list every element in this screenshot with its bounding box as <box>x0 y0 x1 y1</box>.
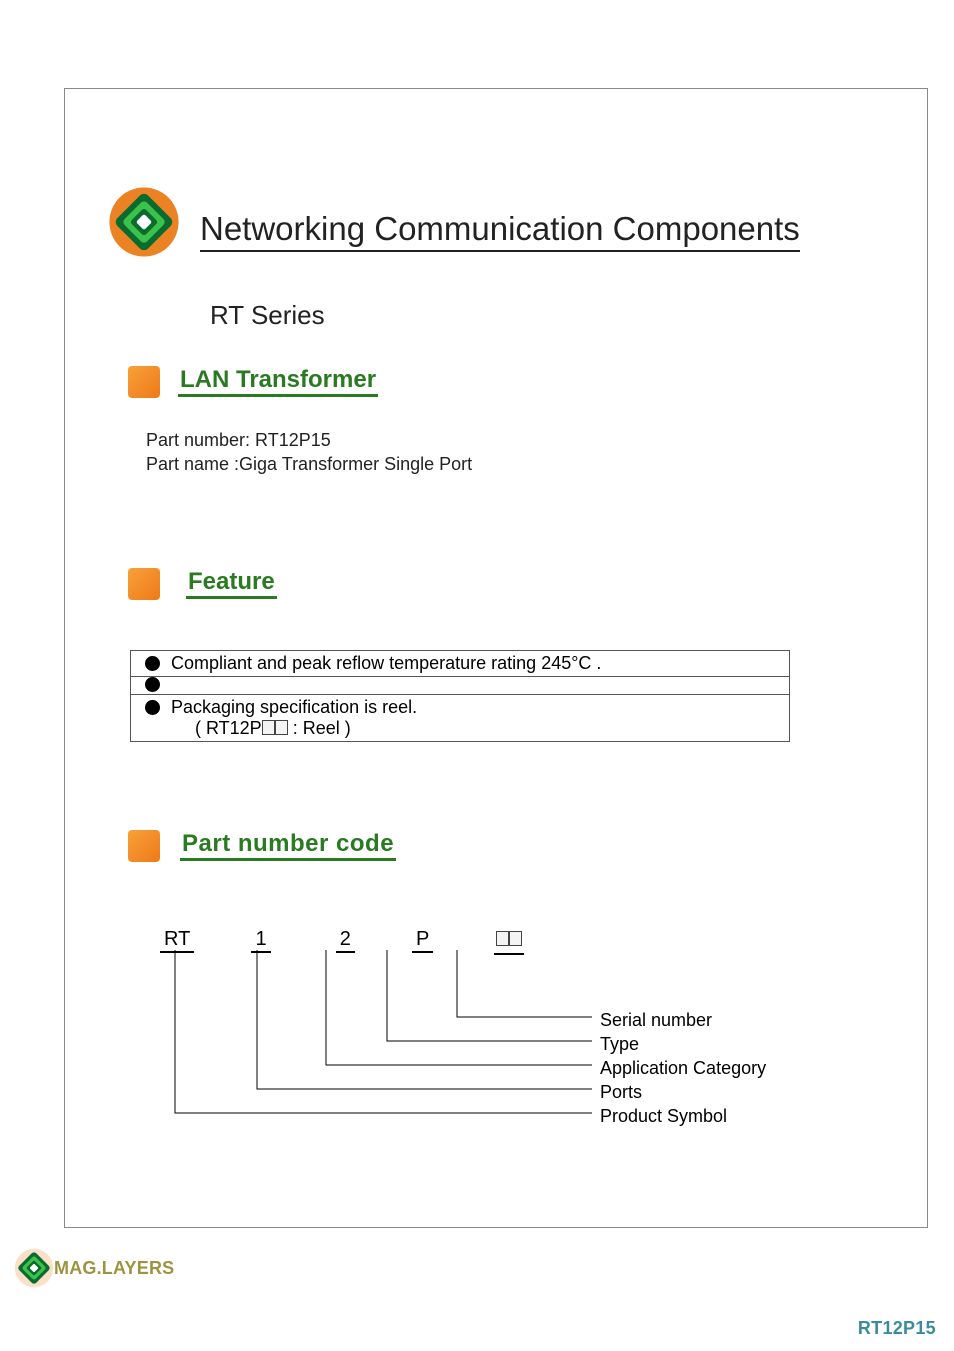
pn-seg-ports: 1 <box>251 928 270 953</box>
feature-text: Packaging specification is reel. <box>171 697 417 717</box>
pn-seg-product: RT <box>160 928 194 953</box>
feature-row: Compliant and peak reflow temperature ra… <box>131 651 790 677</box>
page-title: Networking Communication Components <box>200 210 800 252</box>
pn-seg-type: P <box>412 928 433 953</box>
section-heading-feature: Feature <box>186 568 277 599</box>
feature-row <box>131 677 790 695</box>
bullet-icon <box>145 700 160 715</box>
feature-text: Compliant and peak reflow temperature ra… <box>171 653 601 673</box>
footer-brand-text: MAG.LAYERS <box>54 1258 174 1279</box>
feature-row: Packaging specification is reel. ( RT12P… <box>131 695 790 742</box>
feature-subtext: ( RT12P : Reel ) <box>171 718 351 738</box>
pncode-label: Product Symbol <box>600 1104 727 1128</box>
pn-seg-appcat: 2 <box>336 928 355 953</box>
section-bullet-icon <box>128 568 160 600</box>
placeholder-box-icon <box>509 931 522 946</box>
pncode-label: Serial number <box>600 1008 712 1032</box>
bullet-icon <box>145 677 160 692</box>
pncode-label: Type <box>600 1032 639 1056</box>
footer-part-code: RT12P15 <box>858 1318 936 1339</box>
series-title: RT Series <box>210 300 325 331</box>
placeholder-box-icon <box>275 720 288 735</box>
pn-seg-serial <box>494 928 524 955</box>
feature-table: Compliant and peak reflow temperature ra… <box>130 650 790 742</box>
section-heading-lan: LAN Transformer <box>178 366 378 397</box>
pncode-label: Ports <box>600 1080 642 1104</box>
company-logo <box>108 186 180 263</box>
pncode-label: Application Category <box>600 1056 766 1080</box>
section-heading-pncode: Part number code <box>180 830 396 861</box>
section-bullet-icon <box>128 366 160 398</box>
bullet-icon <box>145 656 160 671</box>
part-number-line: Part number: RT12P15 <box>146 430 331 451</box>
part-name-line: Part name :Giga Transformer Single Port <box>146 454 472 475</box>
placeholder-box-icon <box>262 720 275 735</box>
part-number-breakdown: RT 1 2 P <box>160 928 524 955</box>
section-bullet-icon <box>128 830 160 862</box>
footer-logo <box>14 1248 54 1293</box>
placeholder-box-icon <box>496 931 509 946</box>
